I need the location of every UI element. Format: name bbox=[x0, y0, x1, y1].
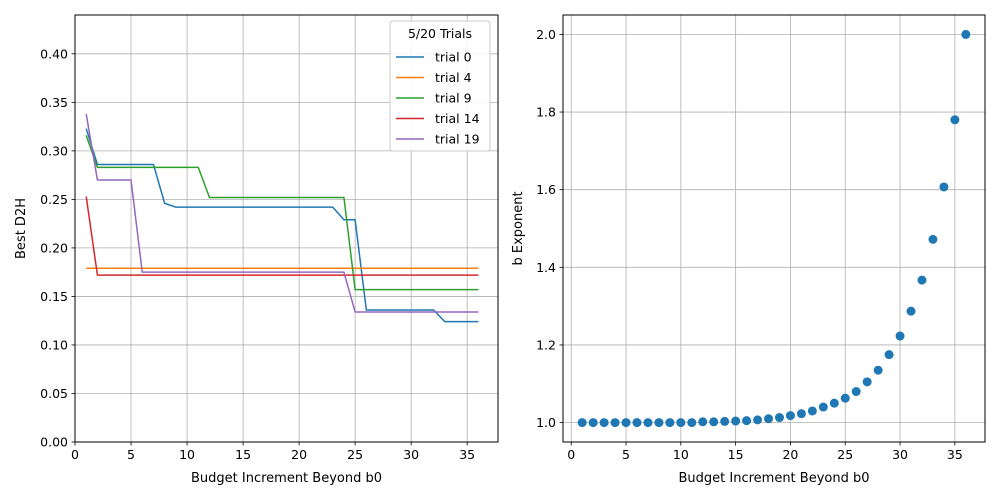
y-tick-label: 0.00 bbox=[40, 435, 68, 450]
y-tick-label: 1.8 bbox=[536, 105, 556, 120]
scatter-point bbox=[818, 402, 828, 412]
scatter-point bbox=[588, 418, 598, 428]
scatter-point bbox=[906, 306, 916, 316]
scatter-point bbox=[665, 418, 675, 428]
ticks: 0 5 10 15 20 25 30 35 1.0 1.2 1.4 1.6 1.8 2.0 bbox=[536, 27, 963, 462]
legend-entry-label: trial 9 bbox=[435, 91, 472, 106]
scatter-points bbox=[577, 29, 971, 428]
y-tick-label: 1.4 bbox=[536, 260, 556, 275]
x-tick-label: 15 bbox=[235, 447, 251, 462]
scatter-point bbox=[829, 398, 839, 408]
series-lines bbox=[85, 113, 479, 323]
scatter-point bbox=[950, 115, 960, 125]
scatter-point bbox=[774, 413, 784, 423]
x-tick-label: 10 bbox=[179, 447, 195, 462]
scatter-point bbox=[764, 414, 774, 424]
d2h-line-chart: 0 5 10 15 20 25 30 35 0.00 0.05 0.10 0.15 0.20 0.25 0.… bbox=[14, 14, 499, 486]
x-tick-label: 5 bbox=[127, 447, 135, 462]
grid bbox=[563, 15, 985, 442]
x-tick-label: 35 bbox=[947, 447, 963, 462]
scatter-point bbox=[698, 417, 708, 427]
scatter-point bbox=[862, 377, 872, 387]
scatter-point bbox=[961, 29, 971, 39]
b-exponent-scatter-chart: 0 5 10 15 20 25 30 35 1.0 1.2 1.4 1.6 1.8 2.0 Budget … bbox=[511, 14, 986, 486]
x-axis-label: Budget Increment Beyond b0 bbox=[678, 471, 869, 486]
scatter-point bbox=[884, 350, 894, 360]
x-tick-label: 15 bbox=[728, 447, 744, 462]
scatter-point bbox=[577, 418, 587, 428]
scatter-point bbox=[731, 416, 741, 426]
x-tick-label: 5 bbox=[622, 447, 630, 462]
y-tick-label: 0.20 bbox=[40, 240, 68, 255]
scatter-point bbox=[599, 418, 609, 428]
scatter-point bbox=[807, 406, 817, 416]
y-tick-label: 0.15 bbox=[40, 289, 68, 304]
legend-entry-label: trial 4 bbox=[435, 70, 472, 85]
x-tick-label: 20 bbox=[782, 447, 798, 462]
y-tick-label: 0.05 bbox=[40, 386, 68, 401]
y-axis-label: b Exponent bbox=[511, 191, 526, 265]
plot-area bbox=[563, 15, 985, 442]
scatter-point bbox=[851, 387, 861, 397]
series-line-trial-19 bbox=[85, 113, 479, 313]
x-tick-label: 0 bbox=[71, 447, 79, 462]
scatter-point bbox=[939, 182, 949, 192]
axes-frame bbox=[562, 14, 986, 443]
ticks: 0 5 10 15 20 25 30 35 0.00 0.05 0.10 0.15 0.20 0.25 0.… bbox=[40, 46, 475, 462]
x-tick-label: 30 bbox=[403, 447, 419, 462]
scatter-point bbox=[632, 418, 642, 428]
y-tick-label: 1.2 bbox=[536, 337, 556, 352]
scatter-point bbox=[610, 418, 620, 428]
scatter-point bbox=[742, 416, 752, 426]
legend: 5/20 Trials trial 0 trial 4 trial 9 trial 1… bbox=[389, 20, 491, 152]
x-tick-label: 10 bbox=[673, 447, 689, 462]
series-line-trial-14 bbox=[85, 196, 479, 276]
x-tick-label: 0 bbox=[567, 447, 575, 462]
legend-entry-label: trial 0 bbox=[435, 50, 472, 65]
scatter-point bbox=[676, 418, 686, 428]
y-axis-label: Best D2H bbox=[14, 198, 29, 259]
scatter-point bbox=[785, 411, 795, 421]
scatter-point bbox=[928, 234, 938, 244]
x-axis-label: Budget Increment Beyond b0 bbox=[191, 471, 382, 486]
y-tick-label: 0.25 bbox=[40, 192, 68, 207]
scatter-point bbox=[720, 416, 730, 426]
scatter-point bbox=[709, 417, 719, 427]
scatter-point bbox=[643, 418, 653, 428]
y-tick-label: 0.10 bbox=[40, 337, 68, 352]
y-tick-label: 1.6 bbox=[536, 182, 556, 197]
scatter-point bbox=[621, 418, 631, 428]
scatter-point bbox=[873, 365, 883, 375]
series-line-trial-9 bbox=[85, 135, 479, 291]
y-tick-label: 2.0 bbox=[536, 27, 556, 42]
x-tick-label: 35 bbox=[459, 447, 475, 462]
y-tick-label: 0.35 bbox=[40, 95, 68, 110]
scatter-point bbox=[654, 418, 664, 428]
legend-title: 5/20 Trials bbox=[408, 26, 472, 41]
scatter-point bbox=[796, 409, 806, 419]
series-line-trial-0 bbox=[85, 128, 479, 323]
scatter-point bbox=[917, 275, 927, 285]
legend-entry-label: trial 14 bbox=[435, 111, 480, 126]
scatter-point bbox=[840, 393, 850, 403]
y-tick-label: 1.0 bbox=[536, 415, 556, 430]
scatter-point bbox=[753, 415, 763, 425]
axes-frame bbox=[74, 14, 499, 443]
y-tick-label: 0.40 bbox=[40, 46, 68, 61]
y-tick-label: 0.30 bbox=[40, 143, 68, 158]
scatter-point bbox=[687, 418, 697, 428]
legend-entry-label: trial 19 bbox=[435, 132, 480, 147]
x-tick-label: 20 bbox=[291, 447, 307, 462]
scatter-point bbox=[895, 331, 905, 341]
x-tick-label: 25 bbox=[347, 447, 363, 462]
x-tick-label: 25 bbox=[837, 447, 853, 462]
x-tick-label: 30 bbox=[892, 447, 908, 462]
